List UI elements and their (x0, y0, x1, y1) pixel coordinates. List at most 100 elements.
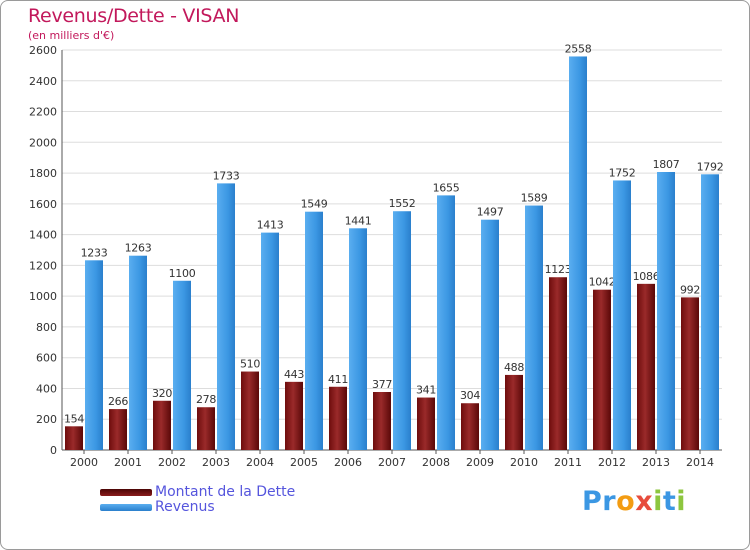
data-label-revenus: 1441 (345, 214, 372, 227)
bar-revenus (129, 255, 147, 450)
data-label-revenus: 1807 (653, 158, 680, 171)
bar-revenus (437, 195, 455, 450)
x-tick-label: 2004 (246, 456, 274, 469)
legend-label-revenus: Revenus (155, 499, 215, 515)
y-tick-label: 800 (36, 321, 57, 334)
bar-revenus (261, 232, 279, 450)
x-tick-label: 2011 (554, 456, 582, 469)
bar-dette (153, 400, 171, 450)
data-label-revenus: 1792 (697, 160, 724, 173)
x-tick-label: 2008 (422, 456, 450, 469)
data-label-revenus: 1233 (81, 246, 108, 259)
data-label-dette: 411 (328, 373, 348, 386)
y-tick-label: 1800 (29, 167, 57, 180)
x-tick-label: 2013 (642, 456, 670, 469)
bar-revenus (85, 260, 103, 450)
data-label-revenus: 1497 (477, 206, 504, 219)
bar-revenus (305, 211, 323, 450)
proxiti-logo: Proxiti (582, 486, 686, 517)
y-tick-label: 2400 (29, 75, 57, 88)
data-label-revenus: 1733 (213, 169, 240, 182)
x-tick-label: 2009 (466, 456, 494, 469)
logo-letter: x (635, 486, 654, 517)
logo-letter: P (582, 486, 603, 517)
legend-label-dette: Montant de la Dette (155, 484, 296, 500)
bar-revenus (481, 219, 499, 450)
y-tick-label: 2200 (29, 106, 57, 119)
bar-revenus (173, 280, 191, 450)
bar-dette (505, 374, 523, 450)
bar-dette (417, 397, 435, 450)
bar-dette (637, 283, 655, 450)
y-tick-label: 400 (36, 382, 57, 395)
bar-dette (109, 409, 127, 450)
bar-dette (461, 403, 479, 450)
bar-revenus (701, 174, 719, 451)
bar-revenus (393, 211, 411, 450)
data-label-dette: 304 (460, 389, 480, 402)
data-label-revenus: 1549 (301, 198, 328, 211)
bar-dette (65, 426, 83, 450)
data-label-dette: 320 (152, 387, 172, 400)
data-label-dette: 1086 (633, 270, 660, 283)
chart-subtitle: (en milliers d'€) (28, 29, 115, 42)
y-tick-label: 0 (50, 444, 57, 457)
x-tick-label: 2000 (70, 456, 98, 469)
data-label-dette: 443 (284, 368, 304, 381)
logo-letter: t (662, 486, 677, 517)
bar-revenus (525, 205, 543, 450)
y-tick-label: 1000 (29, 290, 57, 303)
x-tick-label: 2010 (510, 456, 538, 469)
bar-dette (549, 277, 567, 450)
data-label-revenus: 2558 (565, 42, 592, 55)
logo-letter: o (616, 486, 636, 517)
x-tick-label: 2002 (158, 456, 186, 469)
y-tick-label: 1400 (29, 229, 57, 242)
bar-revenus (217, 183, 235, 450)
bar-dette (329, 386, 347, 450)
data-label-revenus: 1552 (389, 197, 416, 210)
chart-title: Revenus/Dette - VISAN (28, 5, 240, 27)
legend-swatch-revenus (100, 504, 152, 511)
data-label-dette: 341 (416, 384, 436, 397)
x-tick-label: 2005 (290, 456, 318, 469)
data-label-revenus: 1589 (521, 192, 548, 205)
x-tick-label: 2006 (334, 456, 362, 469)
bar-dette (593, 289, 611, 450)
logo-letter: r (602, 486, 617, 517)
x-tick-label: 2012 (598, 456, 626, 469)
data-label-dette: 992 (680, 283, 700, 296)
data-label-dette: 278 (196, 393, 216, 406)
y-tick-label: 600 (36, 352, 57, 365)
y-tick-label: 200 (36, 413, 57, 426)
y-tick-label: 1600 (29, 198, 57, 211)
data-label-revenus: 1263 (125, 242, 152, 255)
data-label-dette: 488 (504, 361, 524, 374)
x-tick-label: 2001 (114, 456, 142, 469)
bar-dette (241, 371, 259, 450)
data-label-revenus: 1100 (169, 267, 196, 280)
data-label-revenus: 1413 (257, 219, 284, 232)
bar-dette (197, 407, 215, 450)
y-tick-label: 2000 (29, 136, 57, 149)
logo-letter: i (676, 486, 687, 517)
x-tick-label: 2007 (378, 456, 406, 469)
bar-revenus (657, 172, 675, 450)
data-label-dette: 1123 (545, 263, 572, 276)
bar-dette (681, 297, 699, 450)
data-label-revenus: 1752 (609, 166, 636, 179)
x-tick-label: 2003 (202, 456, 230, 469)
logo-letter: i (653, 486, 663, 517)
legend-swatch-dette (100, 489, 152, 496)
bar-revenus (569, 56, 587, 450)
bar-revenus (349, 228, 367, 450)
data-label-dette: 1042 (589, 276, 616, 289)
y-tick-label: 2600 (29, 44, 57, 57)
data-label-dette: 266 (108, 395, 128, 408)
bar-dette (285, 381, 303, 450)
data-label-dette: 510 (240, 358, 260, 371)
x-tick-label: 2014 (686, 456, 714, 469)
bar-revenus (613, 180, 631, 450)
data-label-dette: 377 (372, 378, 392, 391)
